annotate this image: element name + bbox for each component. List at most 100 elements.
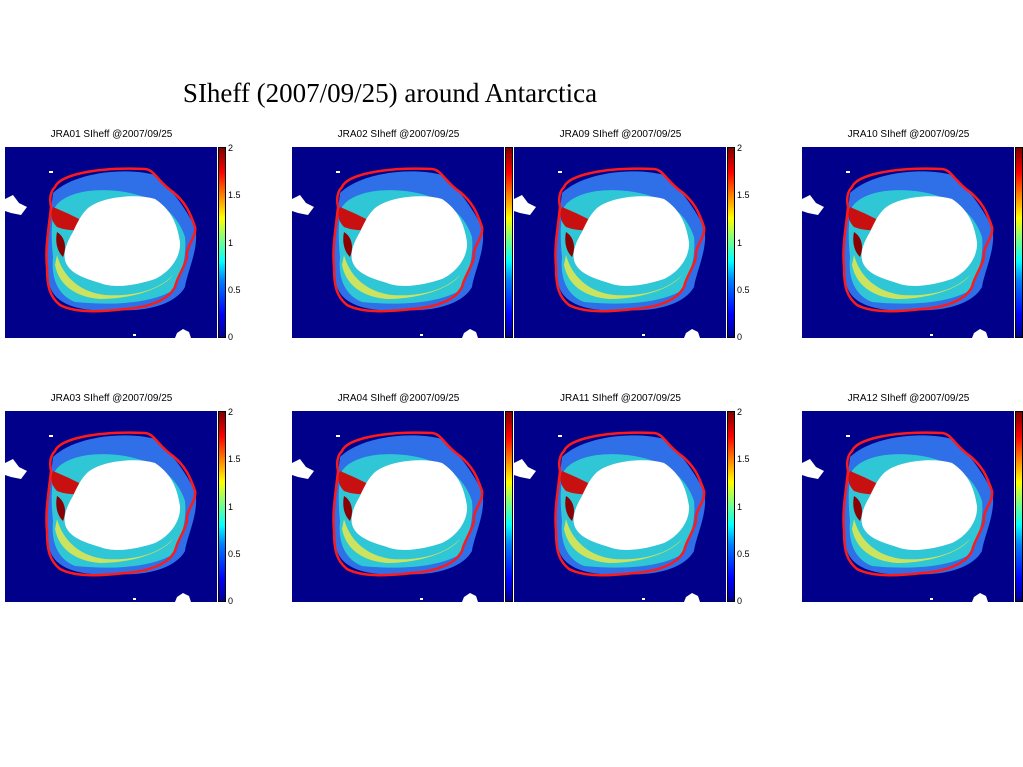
island-speck <box>133 334 136 336</box>
panel-title: JRA03 SIheff @2007/09/25 <box>50 393 173 404</box>
sea-ice-ridged <box>343 232 352 257</box>
sea-ice-map <box>292 147 504 338</box>
colorbar-tick-label: 1.5 <box>228 454 241 465</box>
ice-edge-contour <box>554 167 706 313</box>
panel-title: JRA02 SIheff @2007/09/25 <box>337 129 460 140</box>
island-speck <box>642 598 645 600</box>
colorbar <box>727 147 735 338</box>
antarctica-landmass <box>351 460 468 550</box>
sea-ice-ridged <box>853 232 862 257</box>
island-speck <box>336 171 340 173</box>
island-speck <box>846 171 850 173</box>
ice-edge-contour <box>45 431 197 577</box>
island-landmass <box>972 329 988 338</box>
map-panel: JRA03 SIheff @2007/09/25 0 0.5 1 1.5 2 <box>5 393 245 608</box>
colorbar-tick-label: 0.5 <box>737 548 750 559</box>
sea-ice-map <box>802 147 1014 338</box>
panel-title: JRA04 SIheff @2007/09/25 <box>337 393 460 404</box>
map-panel: JRA10 SIheff @2007/09/25 <box>802 129 1023 344</box>
south-america-tip <box>802 459 824 479</box>
sea-ice-map <box>514 411 726 602</box>
ice-edge-contour <box>842 431 994 577</box>
south-america-tip <box>802 195 824 215</box>
antarctica-landmass <box>573 460 690 550</box>
map-panel: JRA04 SIheff @2007/09/25 <box>292 393 532 608</box>
antarctica-landmass <box>573 196 690 286</box>
island-landmass <box>684 329 700 338</box>
colorbar-tick-label: 0 <box>737 596 743 606</box>
south-america-tip <box>5 459 27 479</box>
colorbar-tick-label: 2 <box>737 143 743 153</box>
island-landmass <box>462 593 478 602</box>
island-landmass <box>175 593 191 602</box>
colorbar-tick-label: 0 <box>228 596 234 606</box>
island-landmass <box>684 593 700 602</box>
colorbar <box>505 411 513 602</box>
antarctica-landmass <box>861 196 978 286</box>
panel-title: JRA12 SIheff @2007/09/25 <box>847 393 970 404</box>
island-landmass <box>175 329 191 338</box>
panel-title: JRA09 SIheff @2007/09/25 <box>559 129 682 140</box>
colorbar <box>218 411 226 602</box>
island-speck <box>420 334 423 336</box>
map-panel: JRA11 SIheff @2007/09/25 0 0.5 1 1.5 2 <box>514 393 754 608</box>
island-speck <box>558 171 562 173</box>
colorbar-tick-label: 1 <box>737 501 743 512</box>
sea-ice-ridged <box>565 496 574 521</box>
island-speck <box>336 435 340 437</box>
antarctica-landmass <box>64 196 181 286</box>
island-speck <box>49 435 53 437</box>
colorbar-tick-label: 2 <box>228 407 234 417</box>
ice-edge-contour <box>842 167 994 313</box>
island-speck <box>930 334 933 336</box>
panel-title: JRA11 SIheff @2007/09/25 <box>560 393 681 404</box>
sea-ice-ridged <box>565 232 574 257</box>
colorbar-tick-label: 2 <box>737 407 743 417</box>
panel-title: JRA01 SIheff @2007/09/25 <box>50 129 173 140</box>
sea-ice-map <box>5 147 217 338</box>
colorbar-tick-label: 0 <box>228 332 234 342</box>
colorbar-tick-label: 0.5 <box>228 548 241 559</box>
colorbar-tick-label: 2 <box>228 143 234 153</box>
page-title: SIheff (2007/09/25) around Antarctica <box>182 78 598 108</box>
colorbar-tick-label: 0 <box>737 332 743 342</box>
map-panel: JRA09 SIheff @2007/09/25 0 0.5 1 1.5 2 <box>514 129 754 344</box>
ice-edge-contour <box>45 167 197 313</box>
colorbar <box>727 411 735 602</box>
island-landmass <box>462 329 478 338</box>
sea-ice-ridged <box>56 496 65 521</box>
sea-ice-map <box>514 147 726 338</box>
map-panel: JRA01 SIheff @2007/09/25 0 0.5 1 1.5 2 <box>5 129 245 344</box>
colorbar-tick-label: 1.5 <box>228 190 241 201</box>
island-speck <box>558 435 562 437</box>
sea-ice-ridged <box>853 496 862 521</box>
map-panel: JRA02 SIheff @2007/09/25 <box>292 129 532 344</box>
island-speck <box>133 598 136 600</box>
south-america-tip <box>514 195 536 215</box>
colorbar-tick-label: 1 <box>228 501 234 512</box>
colorbar <box>1015 147 1023 338</box>
sea-ice-map <box>292 411 504 602</box>
colorbar-tick-label: 1.5 <box>737 190 750 201</box>
island-speck <box>642 334 645 336</box>
ice-edge-contour <box>554 431 706 577</box>
south-america-tip <box>514 459 536 479</box>
panel-title: JRA10 SIheff @2007/09/25 <box>847 129 970 140</box>
map-panel: JRA12 SIheff @2007/09/25 <box>802 393 1023 608</box>
antarctica-landmass <box>351 196 468 286</box>
colorbar-tick-label: 1 <box>737 237 743 248</box>
island-speck <box>49 171 53 173</box>
island-speck <box>846 435 850 437</box>
south-america-tip <box>292 459 314 479</box>
ice-edge-contour <box>332 167 484 313</box>
sea-ice-map <box>802 411 1014 602</box>
island-landmass <box>972 593 988 602</box>
antarctica-landmass <box>861 460 978 550</box>
colorbar-tick-label: 1 <box>228 237 234 248</box>
sea-ice-map <box>5 411 217 602</box>
colorbar <box>1015 411 1023 602</box>
island-speck <box>930 598 933 600</box>
colorbar <box>218 147 226 338</box>
south-america-tip <box>292 195 314 215</box>
ice-edge-contour <box>332 431 484 577</box>
